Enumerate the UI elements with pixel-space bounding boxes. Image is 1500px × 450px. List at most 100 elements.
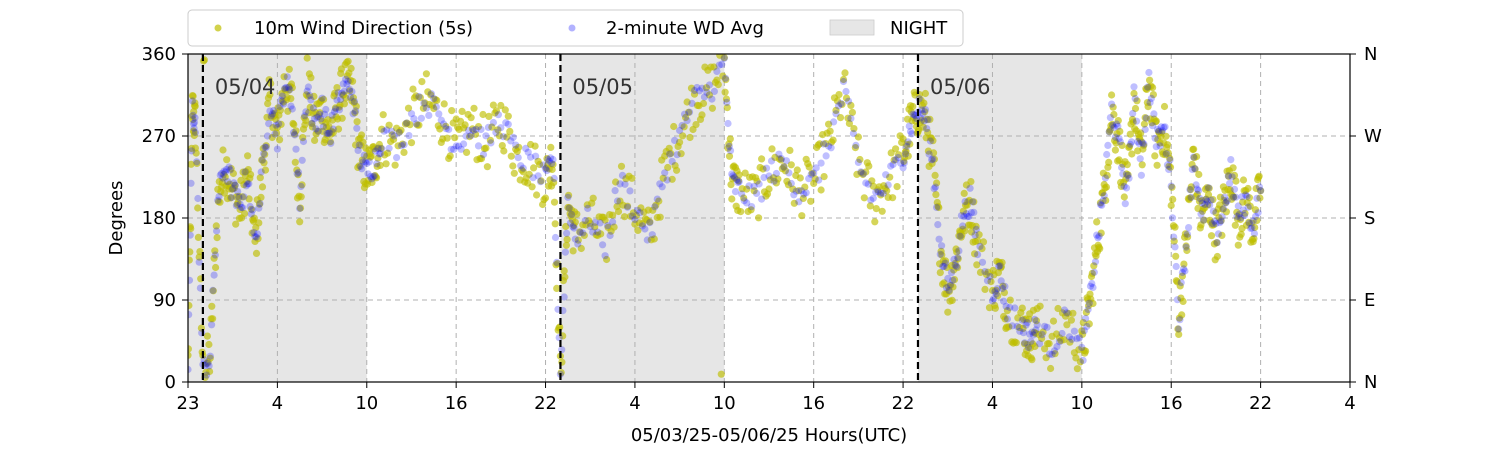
point [787, 179, 795, 188]
point [735, 171, 743, 179]
point [268, 133, 276, 142]
point [1036, 340, 1044, 348]
point [663, 176, 671, 184]
point [276, 106, 284, 114]
point [236, 200, 244, 208]
point [317, 115, 325, 123]
point [631, 215, 639, 224]
point [307, 74, 315, 82]
point [740, 194, 748, 202]
point [548, 159, 556, 168]
point [486, 136, 494, 144]
point [188, 351, 192, 359]
point [1108, 120, 1116, 128]
point [845, 119, 854, 128]
point [975, 231, 983, 239]
point [810, 169, 818, 177]
point [435, 110, 443, 118]
point [698, 111, 706, 119]
point [986, 272, 994, 281]
point [1218, 213, 1226, 221]
point [887, 162, 895, 170]
point [460, 140, 468, 148]
point [954, 255, 962, 263]
point [470, 104, 478, 112]
point [1190, 153, 1198, 161]
point [1227, 156, 1235, 164]
point [1083, 322, 1091, 330]
point [1106, 114, 1114, 122]
point [931, 183, 940, 191]
point [1129, 109, 1137, 118]
point [580, 231, 588, 239]
point [407, 139, 416, 147]
point [604, 222, 612, 230]
point [346, 87, 354, 95]
point [474, 123, 483, 131]
point [1068, 335, 1076, 343]
point [291, 158, 299, 166]
point [841, 69, 849, 77]
point [1206, 201, 1214, 209]
point [261, 166, 270, 174]
point [929, 137, 937, 145]
point [427, 90, 435, 98]
point [461, 121, 469, 129]
point [620, 213, 629, 221]
data-points [188, 54, 1265, 381]
point [553, 260, 562, 268]
point [549, 155, 557, 164]
point [1103, 150, 1111, 159]
point [964, 213, 972, 221]
point [1116, 127, 1124, 135]
point [1096, 200, 1105, 209]
point [1039, 328, 1047, 336]
point [795, 198, 803, 206]
point [487, 139, 495, 147]
point [1193, 185, 1201, 193]
point [692, 121, 700, 129]
point [430, 104, 438, 113]
point [448, 107, 456, 115]
point [606, 231, 614, 240]
point [425, 111, 433, 119]
point [782, 157, 791, 165]
point [1001, 315, 1009, 323]
point [1152, 143, 1160, 151]
point [440, 120, 448, 128]
point [1213, 239, 1221, 247]
point [758, 155, 766, 163]
point [1149, 122, 1157, 130]
point [656, 180, 664, 188]
point [321, 110, 329, 118]
point [489, 101, 497, 109]
point [664, 163, 672, 172]
point [347, 93, 355, 101]
point [584, 204, 592, 212]
day-marker-label-0: 05/04 [215, 75, 276, 99]
point [632, 211, 641, 220]
point [543, 167, 551, 175]
point [987, 278, 995, 286]
point [816, 140, 824, 148]
point [762, 164, 771, 172]
point [862, 179, 870, 187]
point [755, 180, 763, 188]
point [466, 133, 474, 141]
point [1109, 121, 1117, 130]
point [537, 178, 545, 186]
point [254, 235, 262, 243]
point [780, 163, 788, 171]
point [992, 286, 1000, 294]
point [869, 194, 877, 202]
point [260, 159, 268, 167]
point [879, 189, 887, 197]
point [1182, 243, 1190, 251]
point [676, 126, 684, 135]
point [571, 218, 579, 226]
point [938, 251, 946, 259]
point [291, 131, 299, 139]
point [601, 216, 609, 224]
point [705, 81, 714, 89]
point [1046, 350, 1054, 358]
